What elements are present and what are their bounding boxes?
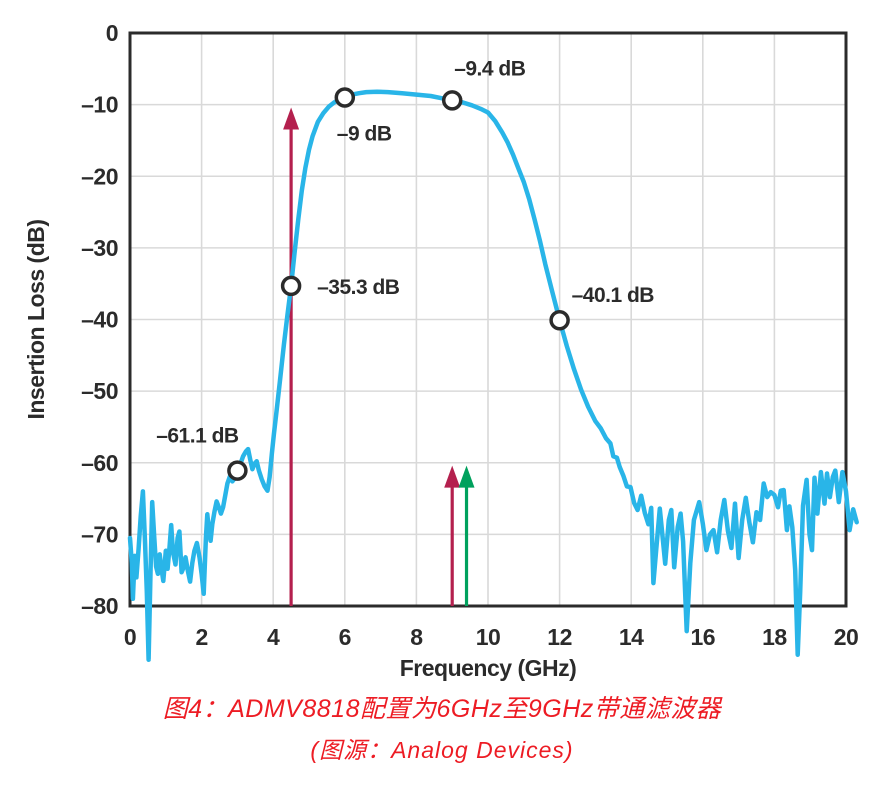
tune-arrow-head	[458, 465, 475, 488]
data-point-label: –61.1 dB	[156, 425, 239, 448]
data-point-marker	[280, 275, 302, 297]
x-tick-label: 18	[762, 624, 787, 650]
x-tick-label: 4	[267, 624, 280, 650]
x-axis-title: Frequency (GHz)	[400, 655, 577, 681]
x-tick-label: 8	[410, 624, 423, 650]
data-point-label: –9 dB	[337, 122, 392, 145]
x-tick-label: 14	[619, 624, 644, 650]
x-tick-label: 10	[476, 624, 501, 650]
y-tick-label: –70	[81, 521, 118, 547]
x-tick-label: 2	[195, 624, 207, 650]
x-tick-label: 6	[339, 624, 351, 650]
y-tick-label: –50	[81, 378, 118, 404]
y-tick-label: –10	[81, 92, 118, 118]
data-point-marker	[334, 87, 356, 108]
data-point-marker	[227, 460, 248, 481]
data-point-label: –40.1 dB	[572, 284, 655, 307]
figure-caption: 图4：ADMV8818配置为6GHz至9GHz带通滤波器	[162, 695, 722, 723]
y-tick-label: –30	[81, 235, 118, 261]
figure-area: –61.1 dB –35.3 dB –9 dB –9.4 dB –40.1 dB 0 2 4 6…	[23, 20, 859, 681]
data-point-marker	[549, 309, 570, 331]
figure-source: (图源：Analog Devices)	[310, 737, 574, 763]
y-tick-label: –60	[81, 450, 118, 476]
tune-arrow-head	[283, 107, 300, 130]
tune-arrow-head	[444, 465, 461, 488]
y-tick-label: –80	[81, 593, 118, 619]
data-point-label: –35.3 dB	[317, 276, 400, 299]
data-point-label: –9.4 dB	[454, 57, 526, 80]
insertion-loss-curve	[127, 89, 859, 662]
x-tick-label: 20	[834, 624, 859, 650]
figure-captions: 图4：ADMV8818配置为6GHz至9GHz带通滤波器 (图源：Analog …	[0, 694, 884, 764]
x-tick-label: 0	[124, 624, 136, 650]
insertion-loss-chart: –61.1 dB –35.3 dB –9 dB –9.4 dB –40.1 dB 0 2 4 6…	[23, 20, 859, 681]
data-point-marker	[441, 90, 463, 111]
plot-border	[128, 31, 848, 608]
x-tick-label: 12	[547, 624, 572, 650]
y-tick-label: –20	[81, 163, 118, 189]
y-tick-label: –40	[81, 307, 118, 333]
x-tick-label: 16	[691, 624, 716, 650]
y-tick-label: 0	[106, 20, 118, 46]
y-axis-title: Insertion Loss (dB)	[23, 219, 49, 419]
